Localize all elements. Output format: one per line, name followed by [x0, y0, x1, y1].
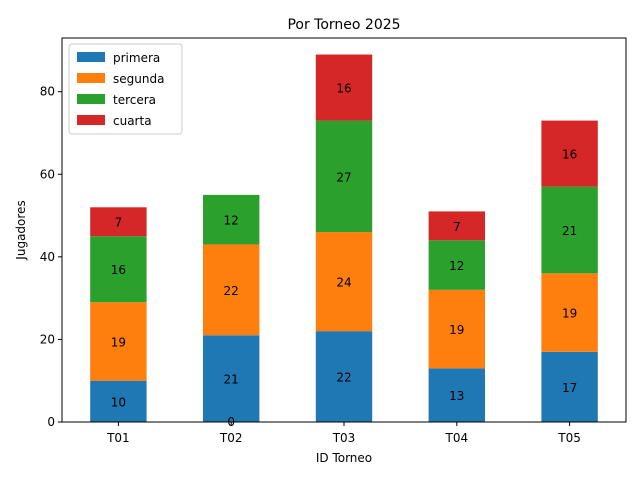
bar-value-label-primera-T01: 10	[111, 395, 126, 409]
bar-segunda-T04	[428, 289, 485, 369]
bar-tercera-T05	[541, 186, 598, 274]
y-tick-label: 40	[40, 250, 55, 264]
y-tick-label: 0	[47, 415, 55, 429]
bar-primera-T01	[90, 380, 147, 422]
bar-tercera-T01	[90, 236, 147, 303]
y-tick-label: 60	[40, 167, 55, 181]
x-tick-label: T02	[219, 431, 243, 445]
legend-swatch-cuarta	[77, 115, 105, 125]
bar-tercera-T04	[428, 240, 485, 290]
x-tick-label: T03	[332, 431, 356, 445]
bar-value-label-segunda-T01: 19	[111, 335, 126, 349]
legend-label-segunda: segunda	[113, 72, 164, 86]
bar-cuarta-T05	[541, 120, 598, 187]
legend-label-primera: primera	[113, 51, 160, 65]
bar-cuarta-T04	[428, 211, 485, 241]
bar-primera-T02	[203, 335, 260, 422]
bar-value-label-tercera-T03: 27	[336, 170, 351, 184]
bar-value-label-primera-T05: 17	[562, 381, 577, 395]
bar-primera-T05	[541, 351, 598, 422]
bars-group	[90, 54, 598, 422]
y-tick-label: 20	[40, 332, 55, 346]
legend-label-cuarta: cuarta	[113, 114, 152, 128]
y-axis-label: Jugadores	[14, 200, 28, 260]
chart-title: Por Torneo 2025	[287, 17, 400, 33]
bar-value-label-primera-T02: 21	[224, 373, 239, 387]
bar-segunda-T05	[541, 273, 598, 352]
bar-primera-T04	[428, 368, 485, 422]
y-tick-label: 80	[40, 85, 55, 99]
bar-tercera-T02	[203, 194, 260, 245]
x-tick-label: T01	[106, 431, 130, 445]
bar-value-label-tercera-T02: 12	[224, 214, 239, 228]
legend-swatch-tercera	[77, 94, 105, 104]
bar-segunda-T02	[203, 244, 260, 336]
bar-primera-T03	[315, 331, 373, 422]
y-axis: 0 20 40 60 80	[40, 85, 62, 429]
legend-swatch-primera	[77, 52, 105, 62]
bar-cuarta-T03	[315, 54, 373, 121]
bar-value-label-cuarta-T03: 16	[336, 82, 351, 96]
legend: primera segunda tercera cuarta	[68, 43, 183, 135]
x-axis: T01 T02 T03 T04 T05	[106, 422, 581, 445]
bar-segunda-T03	[315, 232, 373, 332]
bar-segunda-T01	[90, 302, 147, 381]
bar-cuarta-T01	[90, 207, 147, 237]
bar-value-label-primera-T04: 13	[449, 389, 464, 403]
bar-value-label-segunda-T02: 22	[224, 284, 239, 298]
bar-value-label-tercera-T01: 16	[111, 263, 126, 277]
bar-value-label-segunda-T03: 24	[336, 276, 351, 290]
bar-value-label-segunda-T04: 19	[449, 323, 464, 337]
x-tick-label: T04	[444, 431, 468, 445]
bar-value-label-primera-T03: 22	[336, 371, 351, 385]
bar-value-label-cuarta-T04: 7	[453, 220, 461, 234]
legend-frame	[68, 43, 183, 135]
bar-value-label-cuarta-T05: 16	[562, 148, 577, 162]
bar-tercera-T03	[315, 120, 373, 233]
x-axis-label: ID Torneo	[316, 451, 372, 465]
bar-value-label-tercera-T04: 12	[449, 259, 464, 273]
bar-value-label-tercera-T05: 21	[562, 224, 577, 238]
legend-swatch-segunda	[77, 73, 105, 83]
bar-labels-group: 1019167212212222427161319127171921160	[111, 82, 577, 429]
bar-value-label-segunda-T05: 19	[562, 307, 577, 321]
legend-label-tercera: tercera	[113, 93, 156, 107]
x-tick-label: T05	[557, 431, 581, 445]
bar-value-label-cuarta-T01: 7	[115, 216, 123, 230]
